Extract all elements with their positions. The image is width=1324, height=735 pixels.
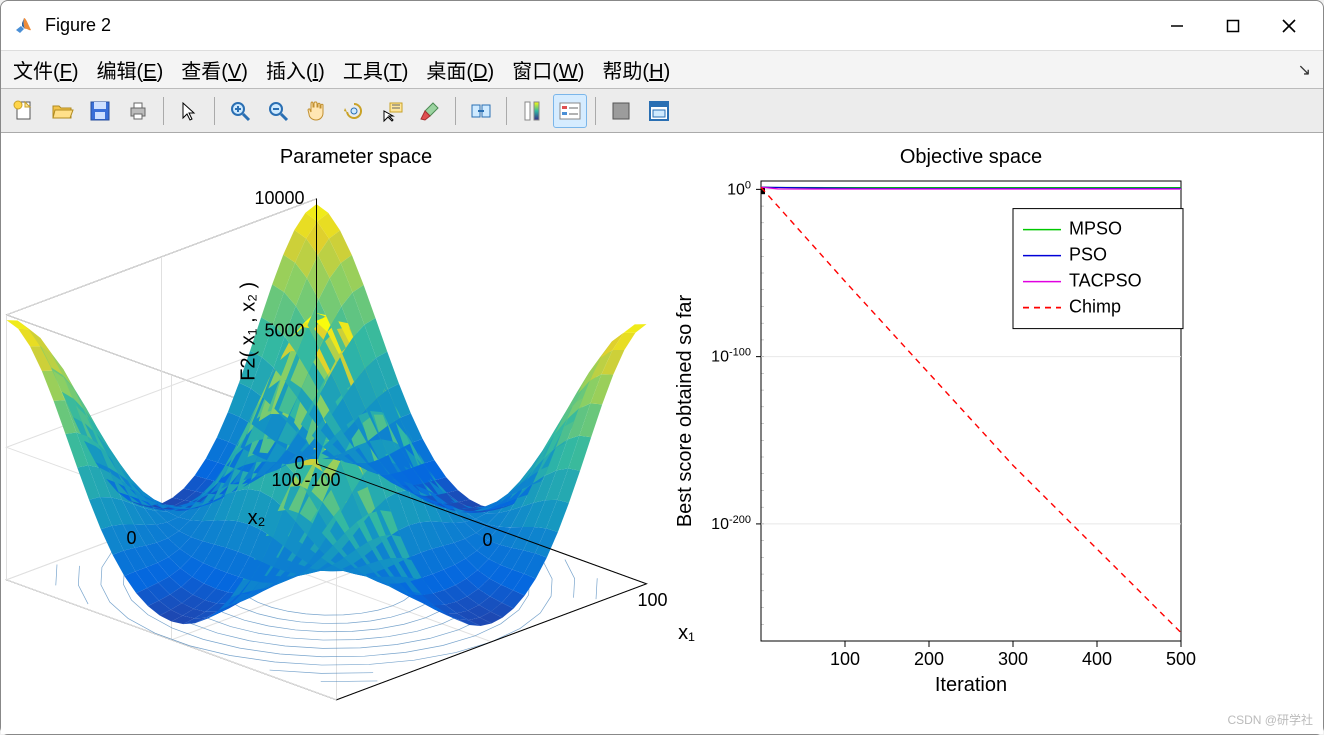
svg-text:10-100: 10-100 xyxy=(711,347,751,366)
print-icon xyxy=(126,99,150,123)
menu-desktop[interactable]: 桌面(D) xyxy=(426,55,494,84)
link-icon xyxy=(469,99,493,123)
svg-text:100: 100 xyxy=(830,649,860,669)
zoom-out-icon xyxy=(266,99,290,123)
toolbar-separator xyxy=(506,97,507,125)
tool-zoom-in[interactable] xyxy=(223,94,257,128)
svg-text:Chimp: Chimp xyxy=(1069,297,1121,317)
save-icon xyxy=(88,99,112,123)
svg-text:F2( x₁ , x₂ ): F2( x₁ , x₂ ) xyxy=(238,282,260,381)
parameter-space-plot: Parameter space0500010000-1000100-100010… xyxy=(1,146,695,700)
svg-text:TACPSO: TACPSO xyxy=(1069,271,1142,291)
svg-text:10000: 10000 xyxy=(254,188,304,208)
menu-window[interactable]: 窗口(W) xyxy=(512,55,584,84)
tool-save[interactable] xyxy=(83,94,117,128)
close-button[interactable] xyxy=(1261,2,1317,50)
svg-text:400: 400 xyxy=(1082,649,1112,669)
tool-brush[interactable] xyxy=(413,94,447,128)
menu-view[interactable]: 查看(V) xyxy=(181,55,248,84)
toolbar-separator xyxy=(163,97,164,125)
menu-help[interactable]: 帮助(H) xyxy=(602,55,670,84)
colorbar-icon xyxy=(520,99,544,123)
tool-subplot[interactable] xyxy=(642,94,676,128)
maximize-icon xyxy=(1226,19,1240,33)
tool-print[interactable] xyxy=(121,94,155,128)
pointer-icon xyxy=(177,99,201,123)
dock-arrow-icon[interactable]: ↘ xyxy=(1298,60,1311,80)
svg-text:100: 100 xyxy=(271,470,301,490)
subplot-icon xyxy=(647,99,671,123)
svg-text:5000: 5000 xyxy=(264,320,304,340)
svg-text:300: 300 xyxy=(998,649,1028,669)
svg-text:100: 100 xyxy=(637,590,667,610)
rotate-icon xyxy=(342,99,366,123)
titlebar: Figure 2 xyxy=(1,1,1323,51)
tool-colorbar[interactable] xyxy=(515,94,549,128)
toolbar-separator xyxy=(455,97,456,125)
svg-text:Iteration: Iteration xyxy=(935,674,1007,696)
menu-tools[interactable]: 工具(T) xyxy=(343,55,409,84)
maximize-button[interactable] xyxy=(1205,2,1261,50)
svg-text:x₁: x₁ xyxy=(678,622,695,644)
svg-text:500: 500 xyxy=(1166,649,1196,669)
pan-icon xyxy=(304,99,328,123)
close-icon xyxy=(1281,18,1297,34)
legend: MPSO PSO TACPSO Chimp xyxy=(1013,209,1183,329)
figure-window: Figure 2 文件(F) 编辑(E) 查看(V) 插入(I) 工具(T) 桌… xyxy=(0,0,1324,735)
data-cursor-icon xyxy=(380,99,404,123)
menu-file[interactable]: 文件(F) xyxy=(13,55,79,84)
svg-text:100: 100 xyxy=(727,179,751,198)
menu-insert[interactable]: 插入(I) xyxy=(266,55,325,84)
tool-link[interactable] xyxy=(464,94,498,128)
svg-text:0: 0 xyxy=(482,530,492,550)
tool-open[interactable] xyxy=(45,94,79,128)
tool-pan[interactable] xyxy=(299,94,333,128)
toolbar-separator xyxy=(214,97,215,125)
svg-text:Best score obtained so far: Best score obtained so far xyxy=(674,294,696,527)
minimize-icon xyxy=(1170,19,1184,33)
svg-text:10-200: 10-200 xyxy=(711,514,751,533)
tool-rotate[interactable] xyxy=(337,94,371,128)
legend-icon xyxy=(558,99,582,123)
hide-plot-icon xyxy=(609,99,633,123)
zoom-in-icon xyxy=(228,99,252,123)
svg-text:PSO: PSO xyxy=(1069,245,1107,265)
toolbar xyxy=(1,89,1323,133)
minimize-button[interactable] xyxy=(1149,2,1205,50)
tool-data-cursor[interactable] xyxy=(375,94,409,128)
figure-area: Parameter space0500010000-1000100-100010… xyxy=(1,133,1323,734)
plots-svg: Parameter space0500010000-1000100-100010… xyxy=(1,133,1323,731)
brush-icon xyxy=(418,99,442,123)
toolbar-separator xyxy=(595,97,596,125)
tool-zoom-out[interactable] xyxy=(261,94,295,128)
open-icon xyxy=(50,99,74,123)
watermark: CSDN @研学社 xyxy=(1227,711,1313,728)
tool-pointer[interactable] xyxy=(172,94,206,128)
svg-text:0: 0 xyxy=(126,528,136,548)
matlab-icon xyxy=(13,15,35,37)
svg-text:Objective space: Objective space xyxy=(900,146,1042,168)
svg-text:Parameter space: Parameter space xyxy=(280,146,432,168)
menubar: 文件(F) 编辑(E) 查看(V) 插入(I) 工具(T) 桌面(D) 窗口(W… xyxy=(1,51,1323,89)
new-figure-icon xyxy=(12,99,36,123)
menu-edit[interactable]: 编辑(E) xyxy=(97,55,164,84)
tool-new-figure[interactable] xyxy=(7,94,41,128)
objective-space-plot: Objective space 100 10-100 10-200 100 200 300 4… xyxy=(674,146,1196,696)
tool-hide-plot[interactable] xyxy=(604,94,638,128)
svg-text:MPSO: MPSO xyxy=(1069,219,1122,239)
svg-text:x₂: x₂ xyxy=(248,507,266,529)
window-title: Figure 2 xyxy=(45,15,111,36)
svg-text:200: 200 xyxy=(914,649,944,669)
svg-text:-100: -100 xyxy=(304,470,340,490)
tool-legend[interactable] xyxy=(553,94,587,128)
